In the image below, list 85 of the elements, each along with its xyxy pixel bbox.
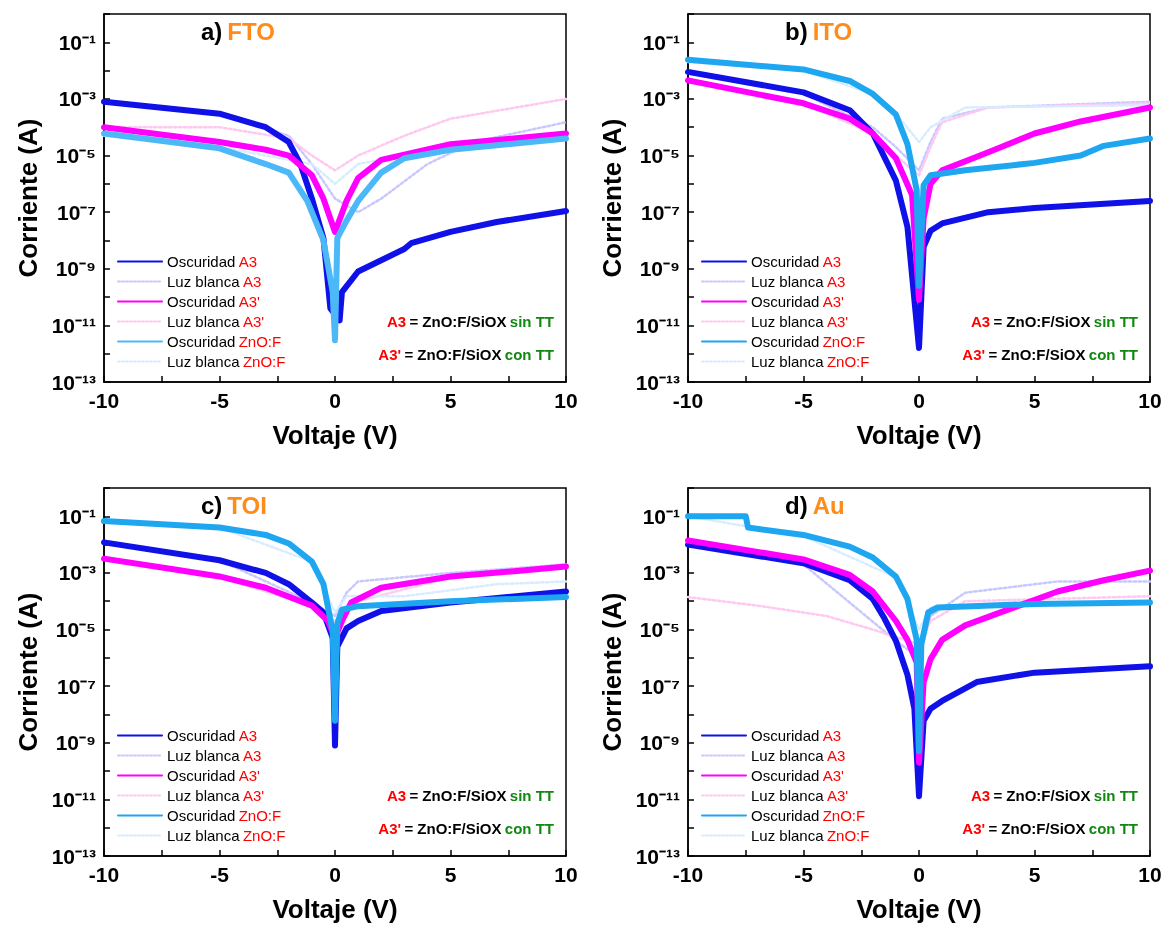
legend-label: Oscuridad A3: [167, 253, 258, 270]
chart-title: a) FTO: [201, 17, 275, 45]
annotation: A3 = ZnO:F/SiOX sin TT: [970, 313, 1139, 330]
x-tick-label: 5: [1028, 863, 1041, 886]
x-axis-title: Voltaje (V): [272, 894, 398, 924]
x-tick-label: 10: [1138, 389, 1162, 412]
x-tick-label: 0: [913, 863, 925, 886]
legend-label: Luz blanca A3': [167, 787, 265, 804]
y-tick-label: 10⁻¹: [642, 30, 680, 54]
y-tick-label: 10⁻⁷: [640, 674, 680, 698]
legend-label: Luz blanca A3': [751, 313, 849, 330]
y-tick-label: 10⁻⁹: [639, 731, 680, 755]
chart-title: d) Au: [785, 491, 845, 519]
legend-label: Luz blanca ZnO:F: [167, 827, 286, 844]
x-axis-title: Voltaje (V): [272, 420, 398, 450]
line-series: [686, 595, 1152, 646]
annotation: A3 = ZnO:F/SiOX sin TT: [970, 787, 1139, 804]
legend-label: Oscuridad A3': [167, 767, 261, 784]
x-tick-label: 0: [329, 389, 341, 412]
legend-label: Oscuridad A3': [167, 293, 261, 310]
annotation: A3' = ZnO:F/SiOX con TT: [378, 820, 555, 837]
y-axis-title: Corriente (A): [12, 592, 43, 752]
y-tick-label: 10⁻⁷: [56, 674, 96, 698]
legend-label: Luz blanca A3: [167, 273, 262, 290]
y-axis-title: Corriente (A): [12, 118, 43, 278]
legend-label: Oscuridad ZnO:F: [751, 333, 866, 350]
x-tick-label: 10: [554, 863, 578, 886]
legend-label: Oscuridad ZnO:F: [167, 807, 282, 824]
y-tick-label: 10⁻⁵: [55, 618, 96, 642]
y-tick-label: 10⁻¹¹: [51, 787, 96, 811]
x-axis-title: Voltaje (V): [856, 420, 982, 450]
y-axis-title: Corriente (A): [596, 118, 627, 278]
legend-label: Oscuridad A3': [751, 293, 845, 310]
x-tick-label: -5: [210, 389, 230, 412]
y-tick-label: 10⁻³: [642, 561, 680, 585]
legend-label: Luz blanca ZnO:F: [751, 827, 870, 844]
annotation: A3' = ZnO:F/SiOX con TT: [378, 346, 555, 363]
annotation: A3' = ZnO:F/SiOX con TT: [962, 820, 1139, 837]
y-tick-label: 10⁻⁹: [55, 257, 96, 281]
x-tick-label: 5: [1028, 389, 1041, 412]
y-tick-label: 10⁻⁹: [55, 731, 96, 755]
y-tick-label: 10⁻⁵: [639, 618, 680, 642]
x-tick-label: 10: [554, 389, 578, 412]
x-tick-label: 5: [444, 389, 457, 412]
x-tick-label: 0: [329, 863, 341, 886]
y-tick-label: 10⁻³: [58, 87, 96, 111]
legend-label: Oscuridad ZnO:F: [167, 333, 282, 350]
y-tick-label: 10⁻⁹: [639, 257, 680, 281]
legend-label: Luz blanca A3: [751, 747, 846, 764]
legend-label: Luz blanca A3: [751, 273, 846, 290]
legend-label: Oscuridad A3: [167, 727, 258, 744]
y-tick-label: 10⁻¹¹: [51, 313, 96, 337]
x-tick-label: -5: [210, 863, 230, 886]
legend-label: Oscuridad A3': [751, 767, 845, 784]
y-tick-label: 10⁻¹¹: [635, 787, 680, 811]
y-tick-label: 10⁻⁷: [56, 200, 96, 224]
y-tick-label: 10⁻⁵: [639, 144, 680, 168]
x-tick-label: 0: [913, 389, 925, 412]
annotation: A3 = ZnO:F/SiOX sin TT: [386, 787, 555, 804]
chart-title: b) ITO: [785, 17, 853, 45]
y-tick-label: 10⁻⁵: [55, 144, 96, 168]
y-tick-label: 10⁻¹: [58, 30, 96, 54]
legend-label: Luz blanca A3': [751, 787, 849, 804]
legend-label: Oscuridad ZnO:F: [751, 807, 866, 824]
legend-label: Luz blanca ZnO:F: [167, 353, 286, 370]
y-axis-title: Corriente (A): [596, 592, 627, 752]
legend-label: Luz blanca A3: [167, 747, 262, 764]
x-tick-label: -5: [794, 863, 814, 886]
chart-title: c) TOI: [201, 491, 267, 519]
y-tick-label: 10⁻³: [642, 87, 680, 111]
y-tick-label: 10⁻¹: [642, 504, 680, 528]
legend-label: Luz blanca A3': [167, 313, 265, 330]
x-tick-label: 10: [1138, 863, 1162, 886]
x-tick-label: 5: [444, 863, 457, 886]
y-tick-label: 10⁻¹: [58, 504, 96, 528]
y-tick-label: 10⁻⁷: [640, 200, 680, 224]
y-tick-label: 10⁻¹¹: [635, 313, 680, 337]
y-tick-label: 10⁻³: [58, 561, 96, 585]
x-tick-label: -5: [794, 389, 814, 412]
legend-label: Oscuridad A3: [751, 253, 842, 270]
x-axis-title: Voltaje (V): [856, 894, 982, 924]
legend-label: Luz blanca ZnO:F: [751, 353, 870, 370]
legend-label: Oscuridad A3: [751, 727, 842, 744]
annotation: A3 = ZnO:F/SiOX sin TT: [386, 313, 555, 330]
annotation: A3' = ZnO:F/SiOX con TT: [962, 346, 1139, 363]
